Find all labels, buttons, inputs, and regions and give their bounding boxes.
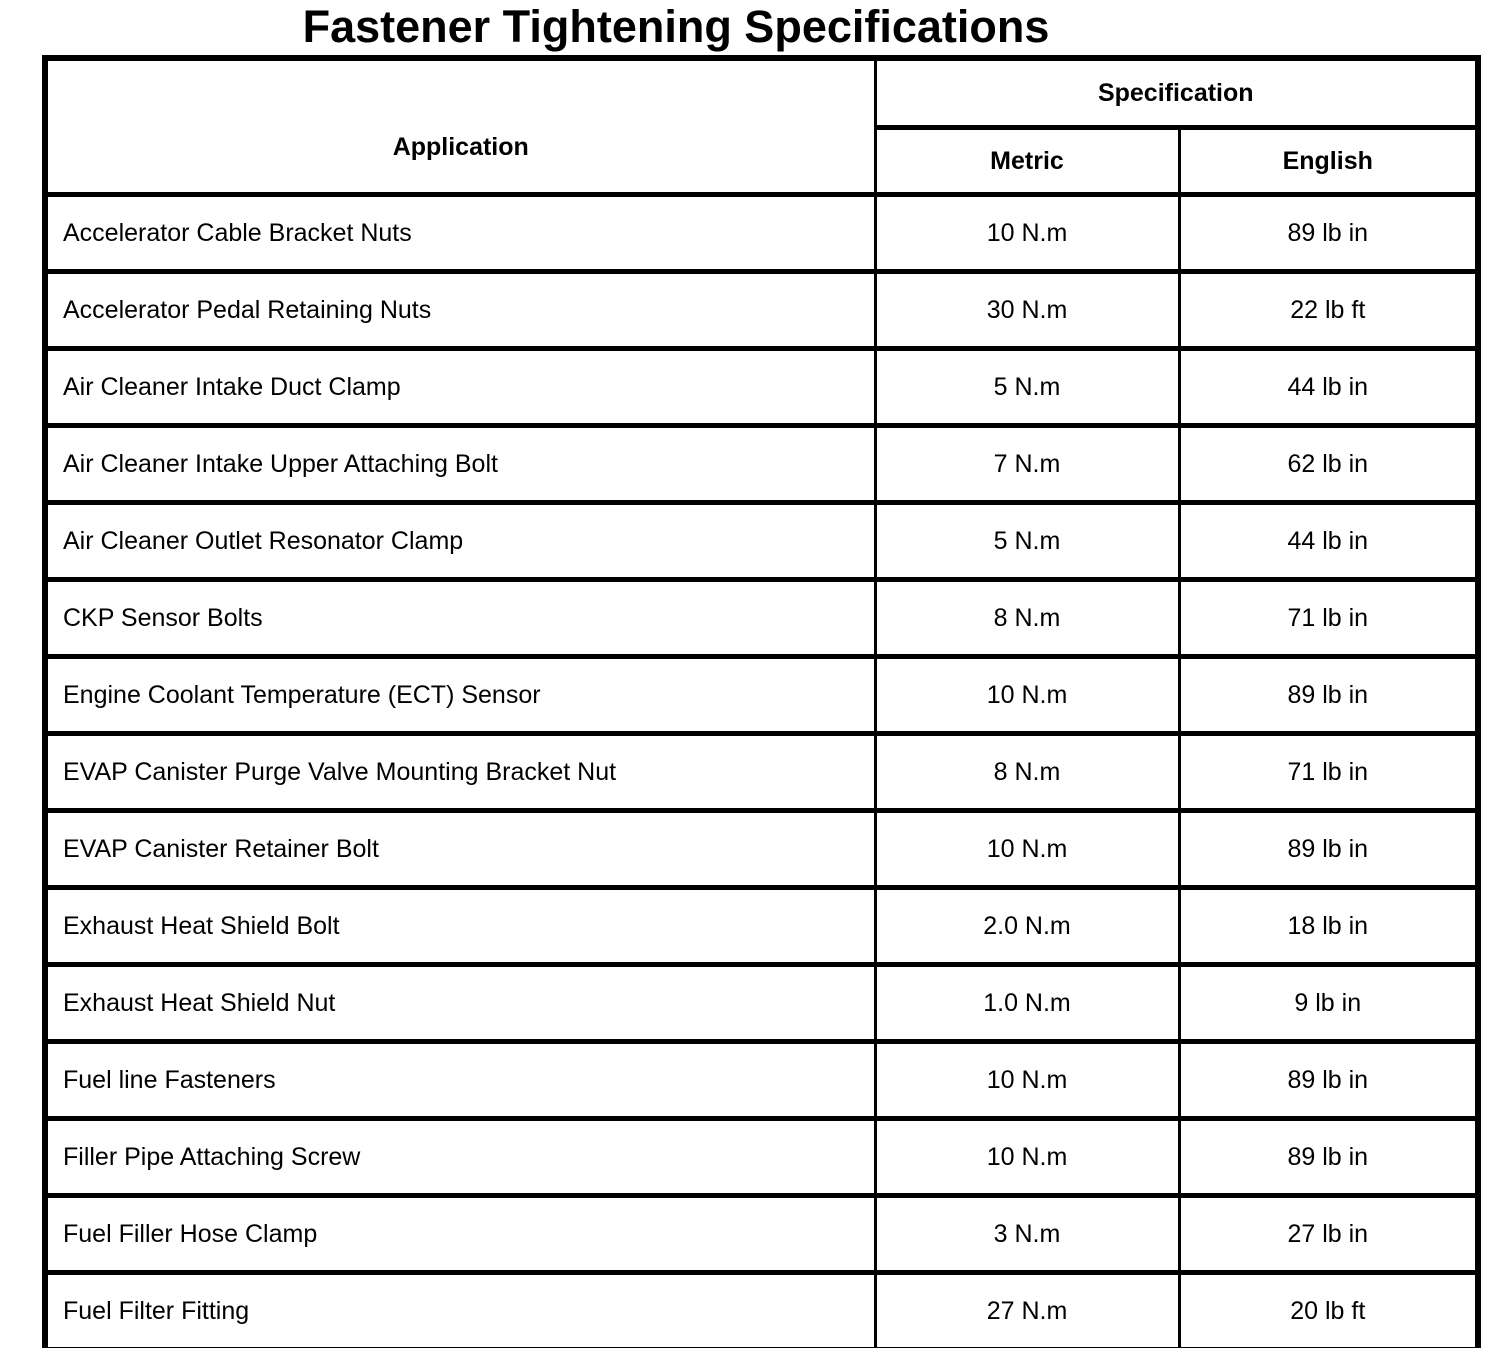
application-cell: EVAP Canister Purge Valve Mounting Brack… xyxy=(43,731,877,813)
metric-cell: 10 N.m xyxy=(873,1039,1181,1121)
table-row: Fuel Filter Fitting 27 N.m 20 lb ft xyxy=(43,1270,1480,1348)
application-cell: Fuel Filter Fitting xyxy=(43,1270,877,1348)
application-cell: Accelerator Cable Bracket Nuts xyxy=(43,192,877,274)
english-cell: 89 lb in xyxy=(1177,808,1480,890)
english-cell: 44 lb in xyxy=(1177,500,1480,582)
english-cell: 22 lb ft xyxy=(1177,269,1480,351)
table-row: CKP Sensor Bolts 8 N.m 71 lb in xyxy=(43,577,1480,659)
application-cell: Air Cleaner Intake Upper Attaching Bolt xyxy=(43,423,877,505)
table-row: Exhaust Heat Shield Nut 1.0 N.m 9 lb in xyxy=(43,962,1480,1044)
table-row: EVAP Canister Purge Valve Mounting Brack… xyxy=(43,731,1480,813)
application-cell: CKP Sensor Bolts xyxy=(43,577,877,659)
table-row: Fuel Filler Hose Clamp 3 N.m 27 lb in xyxy=(43,1193,1480,1275)
english-cell: 89 lb in xyxy=(1177,1116,1480,1198)
header-specification: Specification xyxy=(873,55,1480,130)
metric-cell: 10 N.m xyxy=(873,808,1181,890)
english-cell: 71 lb in xyxy=(1177,577,1480,659)
table-row: Air Cleaner Intake Upper Attaching Bolt … xyxy=(43,423,1480,505)
application-cell: Fuel line Fasteners xyxy=(43,1039,877,1121)
metric-cell: 30 N.m xyxy=(873,269,1181,351)
header-application: Application xyxy=(43,55,877,197)
application-cell: Air Cleaner Intake Duct Clamp xyxy=(43,346,877,428)
table-row: Exhaust Heat Shield Bolt 2.0 N.m 18 lb i… xyxy=(43,885,1480,967)
metric-cell: 5 N.m xyxy=(873,500,1181,582)
english-cell: 62 lb in xyxy=(1177,423,1480,505)
table-row: Engine Coolant Temperature (ECT) Sensor … xyxy=(43,654,1480,736)
metric-cell: 7 N.m xyxy=(873,423,1181,505)
english-cell: 89 lb in xyxy=(1177,654,1480,736)
table-body: Accelerator Cable Bracket Nuts 10 N.m 89… xyxy=(43,192,1480,1348)
application-cell: Exhaust Heat Shield Bolt xyxy=(43,885,877,967)
application-cell: Accelerator Pedal Retaining Nuts xyxy=(43,269,877,351)
table-row: Fuel line Fasteners 10 N.m 89 lb in xyxy=(43,1039,1480,1121)
english-cell: 89 lb in xyxy=(1177,192,1480,274)
header-metric: Metric xyxy=(873,125,1181,197)
english-cell: 18 lb in xyxy=(1177,885,1480,967)
table-row: Air Cleaner Intake Duct Clamp 5 N.m 44 l… xyxy=(43,346,1480,428)
metric-cell: 8 N.m xyxy=(873,577,1181,659)
fastener-spec-table: Application Specification Metric English… xyxy=(42,55,1481,1348)
metric-cell: 10 N.m xyxy=(873,1116,1181,1198)
application-cell: Filler Pipe Attaching Screw xyxy=(43,1116,877,1198)
english-cell: 44 lb in xyxy=(1177,346,1480,428)
table-header: Application Specification Metric English xyxy=(43,55,1480,197)
header-english: English xyxy=(1177,125,1480,197)
table-row: Accelerator Pedal Retaining Nuts 30 N.m … xyxy=(43,269,1480,351)
metric-cell: 5 N.m xyxy=(873,346,1181,428)
table-row: Air Cleaner Outlet Resonator Clamp 5 N.m… xyxy=(43,500,1480,582)
metric-cell: 10 N.m xyxy=(873,192,1181,274)
metric-cell: 10 N.m xyxy=(873,654,1181,736)
application-cell: Engine Coolant Temperature (ECT) Sensor xyxy=(43,654,877,736)
metric-cell: 2.0 N.m xyxy=(873,885,1181,967)
metric-cell: 1.0 N.m xyxy=(873,962,1181,1044)
application-cell: EVAP Canister Retainer Bolt xyxy=(43,808,877,890)
english-cell: 27 lb in xyxy=(1177,1193,1480,1275)
english-cell: 71 lb in xyxy=(1177,731,1480,813)
metric-cell: 27 N.m xyxy=(873,1270,1181,1348)
table-row: Accelerator Cable Bracket Nuts 10 N.m 89… xyxy=(43,192,1480,274)
page-title: Fastener Tightening Specifications xyxy=(302,1,1050,52)
english-cell: 89 lb in xyxy=(1177,1039,1480,1121)
metric-cell: 8 N.m xyxy=(873,731,1181,813)
title-wrap: Fastener Tightening Specifications xyxy=(0,0,1352,55)
application-cell: Fuel Filler Hose Clamp xyxy=(43,1193,877,1275)
table-row: EVAP Canister Retainer Bolt 10 N.m 89 lb… xyxy=(43,808,1480,890)
application-cell: Exhaust Heat Shield Nut xyxy=(43,962,877,1044)
metric-cell: 3 N.m xyxy=(873,1193,1181,1275)
table-row: Filler Pipe Attaching Screw 10 N.m 89 lb… xyxy=(43,1116,1480,1198)
english-cell: 9 lb in xyxy=(1177,962,1480,1044)
english-cell: 20 lb ft xyxy=(1177,1270,1480,1348)
application-cell: Air Cleaner Outlet Resonator Clamp xyxy=(43,500,877,582)
